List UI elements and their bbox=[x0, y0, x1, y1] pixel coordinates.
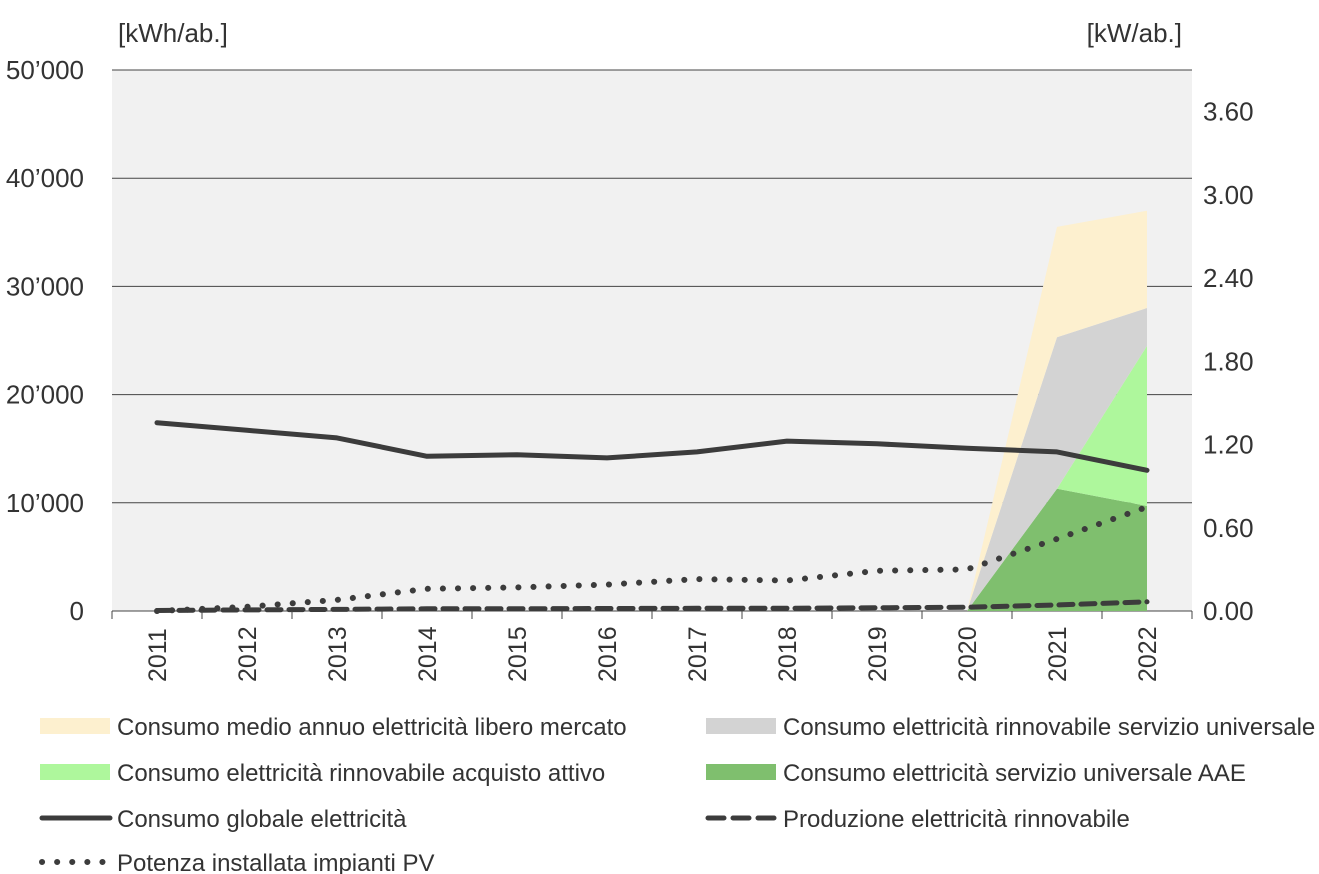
x-tick-label: 2018 bbox=[774, 626, 802, 682]
line-dashed bbox=[154, 599, 1150, 613]
y-tick-left: 40’000 bbox=[6, 163, 84, 193]
x-tick-label: 2019 bbox=[864, 626, 892, 682]
legend-swatch bbox=[706, 718, 776, 734]
y-axis-left-label: [kWh/ab.] bbox=[118, 18, 228, 48]
x-tick-label: 2016 bbox=[594, 626, 622, 682]
line-solid bbox=[154, 420, 1150, 473]
x-tick-label: 2014 bbox=[414, 626, 442, 682]
stacked-areas bbox=[157, 210, 1147, 611]
legend-label: Consumo elettricità servizio universale … bbox=[783, 760, 1246, 787]
x-tick-label: 2022 bbox=[1134, 626, 1162, 682]
legend-label: Consumo medio annuo elettricità libero m… bbox=[117, 714, 627, 741]
line-dotted bbox=[154, 504, 1150, 614]
x-tick-label: 2015 bbox=[504, 626, 532, 682]
y-tick-right: 3.00 bbox=[1203, 180, 1254, 210]
x-tick-label: 2021 bbox=[1044, 626, 1072, 682]
x-tick-label: 2017 bbox=[684, 626, 712, 682]
y-tick-right: 2.40 bbox=[1203, 263, 1254, 293]
y-tick-left: 0 bbox=[70, 596, 84, 626]
legend: Consumo medio annuo elettricità libero m… bbox=[39, 714, 1319, 874]
y-tick-left: 30’000 bbox=[6, 271, 84, 301]
legend-swatch bbox=[706, 764, 776, 780]
area-series bbox=[157, 488, 1147, 611]
y-tick-right: 0.60 bbox=[1203, 513, 1254, 543]
y-tick-left: 50’000 bbox=[6, 55, 84, 85]
y-tick-right: 0.00 bbox=[1203, 596, 1254, 626]
y-tick-left: 10’000 bbox=[6, 488, 84, 518]
y-tick-right: 1.20 bbox=[1203, 430, 1254, 460]
legend-label: Potenza installata impianti PV bbox=[117, 850, 435, 874]
line-series bbox=[154, 420, 1150, 614]
legend-label: Produzione elettricità rinnovabile bbox=[783, 806, 1130, 833]
y-tick-right: 1.80 bbox=[1203, 346, 1254, 376]
legend-swatch bbox=[40, 718, 110, 734]
x-tick-label: 2012 bbox=[234, 626, 262, 682]
x-tick-label: 2011 bbox=[144, 628, 172, 682]
legend-swatch bbox=[40, 764, 110, 780]
y-tick-left: 20’000 bbox=[6, 380, 84, 410]
legend-label: Consumo elettricità rinnovabile servizio… bbox=[783, 714, 1319, 741]
y-axis-right-label: [kW/ab.] bbox=[1087, 18, 1182, 48]
axes: 0 10’000 20’000 30’000 40’000 50’000 0.00 0.60 1… bbox=[6, 55, 1254, 682]
legend-label: Consumo globale elettricità bbox=[117, 806, 407, 833]
y-tick-right: 3.60 bbox=[1203, 97, 1254, 127]
legend-label: Consumo elettricità rinnovabile acquisto… bbox=[117, 760, 605, 787]
x-tick-label: 2020 bbox=[954, 626, 982, 682]
x-tick-label: 2013 bbox=[324, 626, 352, 682]
